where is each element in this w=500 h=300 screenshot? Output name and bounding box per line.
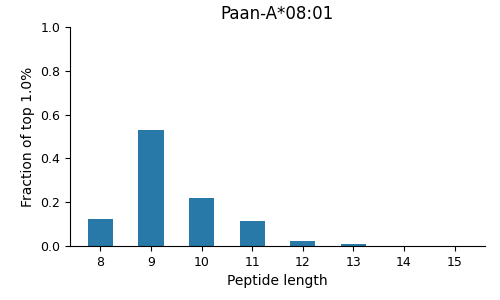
Bar xyxy=(240,221,265,246)
Bar xyxy=(138,130,164,246)
X-axis label: Peptide length: Peptide length xyxy=(227,274,328,288)
Bar xyxy=(88,219,113,246)
Bar xyxy=(189,198,214,246)
Bar xyxy=(290,241,316,246)
Y-axis label: Fraction of top 1.0%: Fraction of top 1.0% xyxy=(20,66,34,207)
Bar xyxy=(341,244,366,246)
Title: Paan-A*08:01: Paan-A*08:01 xyxy=(221,5,334,23)
